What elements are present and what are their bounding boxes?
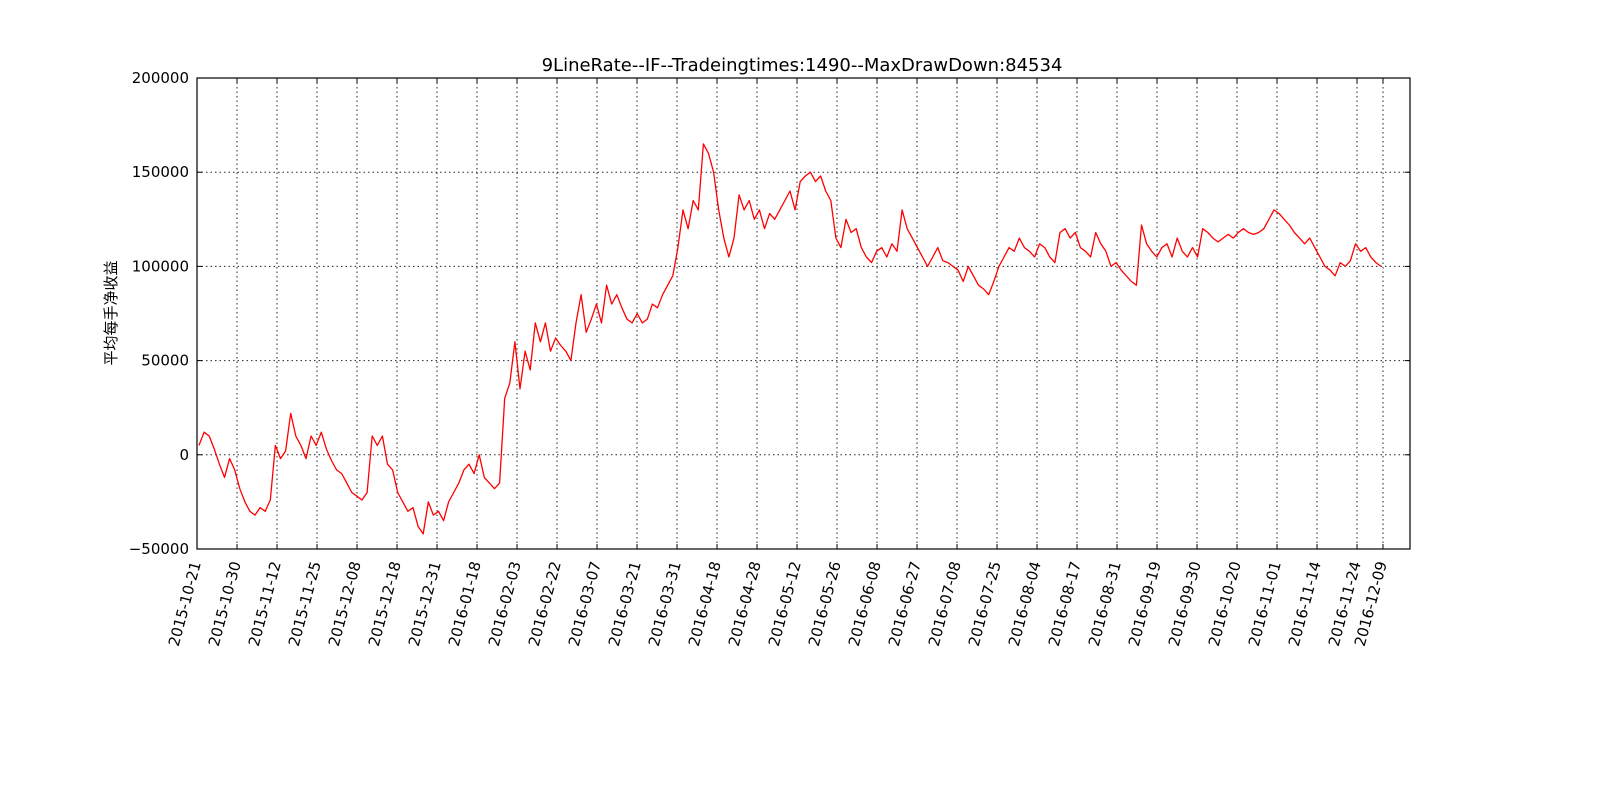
y-tick-label: −50000 xyxy=(129,540,189,558)
x-tick-label: 2016-05-26 xyxy=(805,559,845,648)
x-tick-label: 2016-02-03 xyxy=(485,559,525,648)
x-tick-label: 2015-12-31 xyxy=(405,559,445,648)
x-tick-label: 2016-06-27 xyxy=(885,559,925,648)
y-axis-ticks: −50000 0 50000 100000 150000 200000 xyxy=(129,69,1410,558)
y-tick-label: 150000 xyxy=(132,163,189,181)
x-tick-label: 2015-12-08 xyxy=(325,559,365,648)
x-tick-label: 2016-01-18 xyxy=(445,559,485,648)
x-tick-label: 2016-04-28 xyxy=(725,559,765,648)
x-tick-label: 2016-07-08 xyxy=(925,559,965,648)
x-tick-label: 2016-08-17 xyxy=(1045,559,1085,648)
y-tick-label: 100000 xyxy=(132,257,189,275)
x-tick-label: 2016-11-14 xyxy=(1285,559,1325,648)
y-tick-label: 0 xyxy=(179,446,189,464)
y-tick-label: 50000 xyxy=(141,352,189,370)
y-tick-label: 200000 xyxy=(132,69,189,87)
x-tick-label: 2016-07-25 xyxy=(965,559,1005,648)
grid-lines xyxy=(197,78,1410,549)
y-axis-label: 平均每手净收益 xyxy=(102,260,120,365)
x-tick-label: 2016-02-22 xyxy=(525,559,565,648)
x-tick-label: 2016-10-20 xyxy=(1205,559,1245,648)
x-tick-label: 2015-11-25 xyxy=(285,559,325,648)
x-tick-label: 2015-10-21 xyxy=(165,559,205,648)
x-tick-label: 2016-03-31 xyxy=(645,559,685,648)
series-line xyxy=(198,143,1382,535)
plot-frame xyxy=(196,77,1411,550)
chart-title: 9LineRate--IF--Tradeingtimes:1490--MaxDr… xyxy=(542,55,1063,76)
x-tick-label: 2016-08-31 xyxy=(1085,559,1125,648)
x-tick-label: 2016-08-04 xyxy=(1005,559,1045,648)
x-tick-label: 2016-09-30 xyxy=(1165,559,1205,648)
x-tick-label: 2016-04-18 xyxy=(685,559,725,648)
series-layer xyxy=(198,143,1382,535)
x-tick-label: 2016-03-07 xyxy=(565,559,605,648)
x-tick-label: 2016-06-08 xyxy=(845,559,885,648)
x-tick-label: 2016-05-12 xyxy=(765,559,805,648)
x-axis-ticks: 2015-10-21 2015-10-30 2015-11-12 2015-11-25… xyxy=(165,78,1391,648)
x-tick-label: 2016-03-21 xyxy=(605,559,645,648)
x-tick-label: 2015-11-12 xyxy=(245,559,285,648)
x-tick-label: 2016-11-01 xyxy=(1245,559,1285,648)
x-tick-label: 2016-09-19 xyxy=(1125,559,1165,648)
x-tick-label: 2015-10-30 xyxy=(205,559,245,648)
x-tick-label: 2015-12-18 xyxy=(365,559,405,648)
